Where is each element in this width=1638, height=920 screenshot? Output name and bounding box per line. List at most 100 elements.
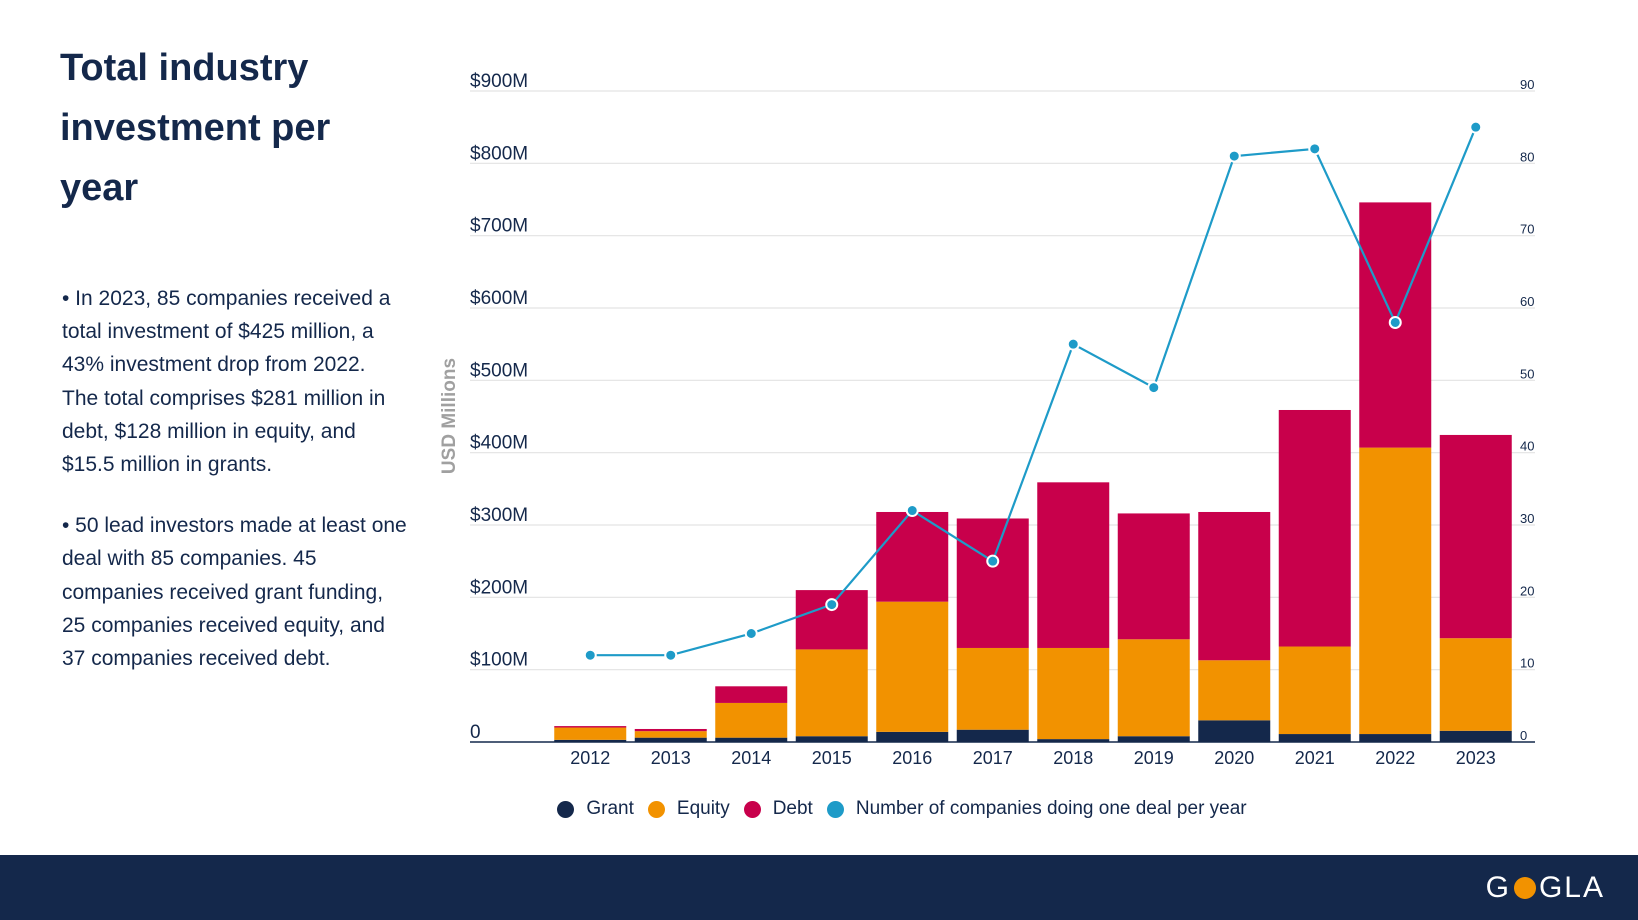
y-tick-label: $600M [470, 288, 528, 309]
bar-equity [956, 647, 1029, 730]
summary-bullet: • In 2023, 85 companies received a total… [62, 287, 391, 477]
legend-dot-debt [743, 800, 761, 818]
legend-dot-companies [826, 800, 844, 818]
bar-equity [1278, 646, 1351, 735]
point-companies [1066, 337, 1080, 351]
bar-debt [876, 511, 949, 602]
bar-debt [956, 518, 1029, 648]
bar-grant [956, 729, 1029, 742]
y-tick-label: $200M [470, 577, 528, 598]
bars [554, 202, 1512, 742]
y2-tick-label: 40 [1520, 439, 1534, 454]
y-tick-label: 0 [470, 722, 481, 743]
x-tick-label: 2017 [973, 748, 1013, 768]
bar-debt [1278, 409, 1351, 647]
x-tick-label: 2022 [1375, 748, 1415, 768]
bar-grant [795, 736, 868, 742]
bar-equity [634, 731, 707, 738]
investment-chart: 0 $100M $200M $300M $400M $500M $600M $700M $800… [439, 71, 1535, 768]
point-companies [1147, 381, 1161, 395]
x-tick-label: 2019 [1134, 748, 1174, 768]
bar-debt [634, 728, 707, 732]
point-companies [664, 648, 678, 662]
point-companies [583, 648, 597, 662]
y-tick-label: $500M [470, 360, 528, 381]
legend-item-equity: Equity [647, 794, 730, 824]
company-count-line [583, 120, 1483, 662]
logo-letters-gla: GLA [1538, 871, 1605, 904]
point-companies [1308, 142, 1322, 156]
legend-label-equity: Equity [676, 798, 730, 819]
bar-grant [1198, 720, 1271, 742]
bar-grant [876, 731, 949, 742]
x-tick-label: 2016 [892, 748, 932, 768]
legend-label-grant: Grant [586, 798, 634, 819]
y-tick-label: $300M [470, 505, 528, 526]
y2-tick-label: 90 [1520, 77, 1534, 92]
y2-tick-label: 60 [1520, 294, 1534, 309]
bar-equity [554, 727, 627, 740]
bar-grant [1117, 736, 1190, 742]
logo-sun-icon [1513, 877, 1536, 899]
bar-equity [1198, 660, 1271, 721]
legend-dot-grant [557, 800, 575, 818]
line-companies [590, 126, 1477, 657]
page-title: Total industry investment per year [60, 47, 331, 209]
bar-grant [1037, 739, 1110, 742]
bar-equity [795, 649, 868, 737]
y-axis-title: USD Millions [439, 358, 460, 474]
y2-tick-label: 20 [1520, 583, 1534, 598]
bar-equity [1439, 638, 1512, 731]
point-companies [825, 598, 839, 612]
x-tick-label: 2013 [651, 748, 691, 768]
point-companies [1388, 315, 1402, 329]
bar-equity [1359, 447, 1432, 735]
bar-grant [1439, 730, 1512, 742]
y-tick-label: $900M [470, 71, 528, 92]
bar-debt [1198, 511, 1271, 661]
y-tick-label: $800M [470, 143, 528, 164]
point-companies [1469, 120, 1483, 134]
bar-grant [1359, 734, 1432, 742]
y-tick-label: $400M [470, 433, 528, 454]
bar-debt [1439, 434, 1512, 639]
x-tick-label: 2012 [570, 748, 610, 768]
chart-legend: Grant Equity Debt Number of companies do… [0, 794, 1638, 824]
y2-tick-label: 80 [1520, 149, 1534, 164]
footer-bar: G GLA [0, 855, 1638, 920]
point-companies [744, 627, 758, 640]
x-tick-label: 2020 [1214, 748, 1254, 768]
bar-equity [876, 601, 949, 732]
legend-dot-equity [647, 800, 665, 818]
y2-tick-label: 0 [1520, 728, 1527, 743]
legend-item-debt: Debt [743, 794, 813, 824]
bar-debt [554, 726, 627, 728]
y2-tick-label: 10 [1520, 656, 1534, 671]
axes: 0 $100M $200M $300M $400M $500M $600M $700M $800… [439, 71, 1535, 768]
y2-tick-label: 50 [1520, 366, 1534, 381]
bar-grant [634, 737, 707, 742]
point-companies [1227, 149, 1241, 163]
x-tick-label: 2023 [1456, 748, 1496, 768]
gogla-logo: G GLA [1486, 871, 1605, 905]
y-tick-label: $700M [470, 216, 528, 237]
bar-equity [1117, 639, 1190, 737]
bar-debt [1117, 513, 1190, 640]
x-tick-label: 2021 [1295, 748, 1335, 768]
legend-label-debt: Debt [772, 798, 813, 819]
bar-grant [554, 739, 627, 742]
logo-letter-g: G [1485, 871, 1511, 904]
legend-item-companies: Number of companies doing one deal per y… [826, 794, 1247, 824]
y2-tick-label: 70 [1520, 222, 1534, 237]
bar-grant [715, 737, 788, 742]
summary-bullets: • In 2023, 85 companies received a total… [62, 282, 407, 703]
bar-equity [715, 702, 788, 738]
legend-item-grant: Grant [557, 794, 634, 824]
bar-grant [1278, 734, 1351, 742]
y2-tick-label: 30 [1520, 511, 1534, 526]
summary-bullet: • 50 lead investors made at least one de… [62, 514, 407, 671]
point-companies [905, 504, 919, 518]
x-tick-label: 2014 [731, 748, 771, 768]
y-tick-label: $100M [470, 650, 528, 671]
bar-equity [1037, 647, 1110, 740]
